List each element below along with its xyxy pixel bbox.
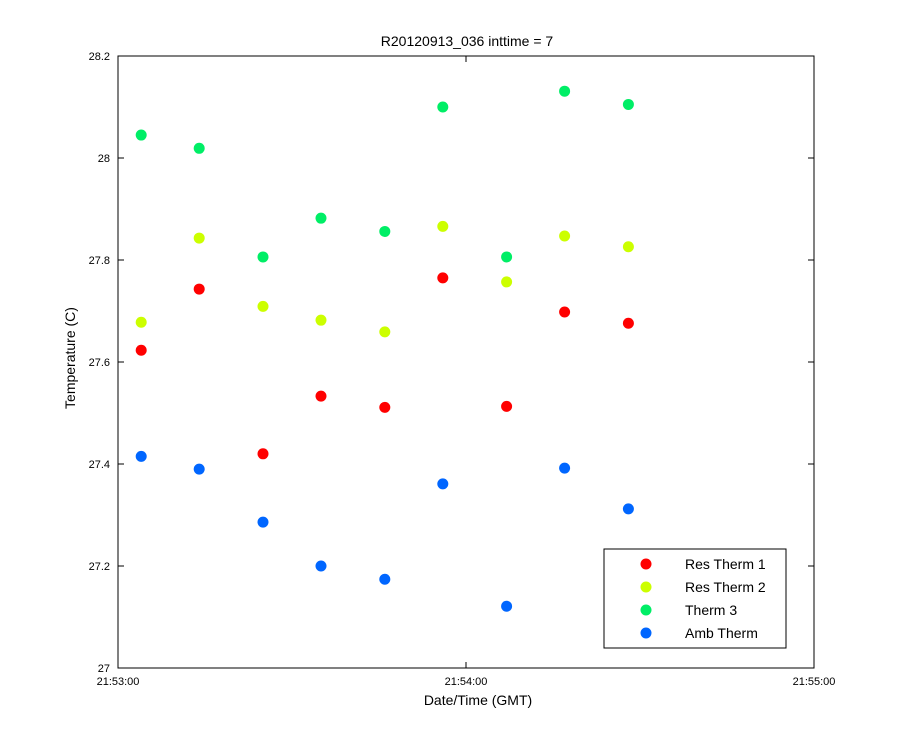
data-point bbox=[622, 98, 634, 110]
y-tick-label: 28 bbox=[98, 153, 110, 165]
legend-label: Amb Therm bbox=[685, 625, 758, 641]
data-point bbox=[135, 129, 147, 141]
legend: Res Therm 1 Res Therm 2 Therm 3 Amb Therm bbox=[603, 548, 787, 649]
data-point bbox=[622, 317, 634, 329]
legend-marker bbox=[640, 558, 652, 570]
data-point bbox=[437, 272, 449, 284]
data-point bbox=[257, 448, 269, 460]
y-tick-label: 27 bbox=[98, 663, 110, 675]
y-tick-label: 27.2 bbox=[89, 561, 110, 573]
data-point bbox=[315, 390, 327, 402]
data-point bbox=[193, 232, 205, 244]
data-point bbox=[315, 560, 327, 572]
data-point bbox=[501, 400, 513, 412]
data-point bbox=[193, 283, 205, 295]
data-point bbox=[257, 251, 269, 263]
data-point bbox=[559, 85, 571, 97]
data-point bbox=[257, 516, 269, 528]
data-point bbox=[379, 401, 391, 413]
legend-label: Res Therm 2 bbox=[685, 579, 766, 595]
series-res-therm-2 bbox=[135, 220, 634, 338]
legend-marker bbox=[640, 604, 652, 616]
data-point bbox=[135, 344, 147, 356]
data-point bbox=[437, 101, 449, 113]
data-point bbox=[437, 478, 449, 490]
data-point bbox=[501, 600, 513, 612]
legend-box bbox=[603, 548, 787, 649]
data-point bbox=[193, 142, 205, 154]
data-point bbox=[437, 220, 449, 232]
data-point bbox=[559, 462, 571, 474]
data-point bbox=[315, 314, 327, 326]
series-amb-therm bbox=[135, 450, 634, 612]
data-point bbox=[559, 306, 571, 318]
y-tick-label: 27.6 bbox=[89, 357, 110, 369]
x-tick-label: 21:53:00 bbox=[97, 676, 140, 688]
axes: 27 27.2 27.4 27.6 27.8 28 28.2 21:53:00 21:54:00… bbox=[89, 51, 836, 688]
x-tick-label: 21:54:00 bbox=[445, 676, 488, 688]
data-point bbox=[379, 326, 391, 338]
data-point bbox=[622, 241, 634, 253]
data-point bbox=[315, 212, 327, 224]
data-point bbox=[135, 316, 147, 328]
legend-label: Therm 3 bbox=[685, 602, 737, 618]
x-axis-label: Date/Time (GMT) bbox=[424, 692, 532, 708]
data-point bbox=[501, 251, 513, 263]
series-therm-3 bbox=[135, 85, 634, 263]
data-point bbox=[193, 463, 205, 475]
chart-title: R20120913_036 inttime = 7 bbox=[381, 33, 554, 49]
legend-items: Res Therm 1 Res Therm 2 Therm 3 Amb Therm bbox=[640, 556, 766, 641]
data-point bbox=[559, 230, 571, 242]
data-point bbox=[501, 276, 513, 288]
y-tick-label: 28.2 bbox=[89, 51, 110, 63]
x-tick-label: 21:55:00 bbox=[793, 676, 836, 688]
data-points bbox=[135, 85, 634, 612]
y-axis-label: Temperature (C) bbox=[62, 307, 78, 409]
data-point bbox=[379, 225, 391, 237]
legend-label: Res Therm 1 bbox=[685, 556, 766, 572]
data-point bbox=[135, 450, 147, 462]
legend-marker bbox=[640, 581, 652, 593]
y-tick-label: 27.8 bbox=[89, 255, 110, 267]
data-point bbox=[622, 503, 634, 515]
legend-marker bbox=[640, 627, 652, 639]
data-point bbox=[257, 300, 269, 312]
data-point bbox=[379, 573, 391, 585]
series-res-therm-1 bbox=[135, 272, 634, 460]
y-tick-label: 27.4 bbox=[89, 459, 110, 471]
